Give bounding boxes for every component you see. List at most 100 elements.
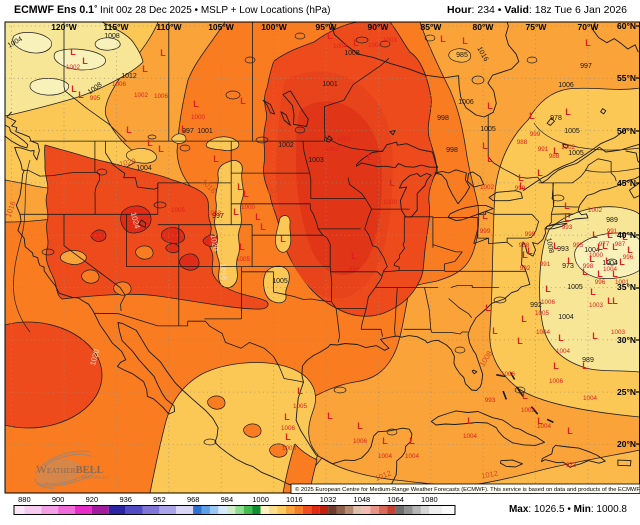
svg-text:50°N: 50°N xyxy=(617,126,636,136)
svg-text:978: 978 xyxy=(550,115,562,122)
svg-text:1008: 1008 xyxy=(344,50,360,57)
svg-text:45°N: 45°N xyxy=(617,178,636,188)
svg-text:L: L xyxy=(193,99,199,109)
svg-text:988: 988 xyxy=(517,139,528,146)
svg-text:L: L xyxy=(181,124,187,134)
svg-text:1005: 1005 xyxy=(236,256,251,263)
svg-text:1024: 1024 xyxy=(129,211,142,229)
svg-text:L: L xyxy=(558,333,564,343)
svg-text:25°N: 25°N xyxy=(617,387,636,397)
svg-text:988: 988 xyxy=(549,153,560,160)
svg-text:996: 996 xyxy=(595,279,606,286)
svg-text:L: L xyxy=(612,242,618,252)
svg-text:1001: 1001 xyxy=(322,81,338,88)
svg-text:L: L xyxy=(619,257,625,267)
svg-text:L: L xyxy=(487,101,493,111)
svg-text:L: L xyxy=(607,230,613,240)
svg-text:L: L xyxy=(567,256,573,266)
svg-text:1002: 1002 xyxy=(561,144,576,151)
svg-text:1006: 1006 xyxy=(458,99,474,106)
svg-text:1000: 1000 xyxy=(383,199,398,206)
svg-text:1016: 1016 xyxy=(218,263,228,280)
svg-text:L: L xyxy=(285,432,291,442)
svg-text:1000: 1000 xyxy=(252,495,269,504)
svg-text:1006: 1006 xyxy=(112,81,127,88)
svg-text:L: L xyxy=(239,242,245,252)
svg-text:L: L xyxy=(517,336,523,346)
svg-text:L: L xyxy=(597,269,603,279)
svg-text:L: L xyxy=(589,254,595,264)
svg-text:1004: 1004 xyxy=(368,42,383,49)
svg-text:1005: 1005 xyxy=(171,207,186,214)
svg-text:L: L xyxy=(78,90,84,100)
svg-text:L: L xyxy=(482,211,488,221)
svg-text:999: 999 xyxy=(515,185,526,192)
svg-text:L: L xyxy=(519,181,525,191)
svg-text:L: L xyxy=(389,178,395,188)
svg-text:920: 920 xyxy=(86,495,99,504)
svg-text:L: L xyxy=(553,146,559,156)
svg-text:900: 900 xyxy=(52,495,65,504)
svg-text:L: L xyxy=(590,287,596,297)
svg-text:998: 998 xyxy=(446,147,458,154)
svg-text:1004: 1004 xyxy=(537,423,552,430)
svg-text:100°W: 100°W xyxy=(261,22,288,32)
svg-text:L: L xyxy=(280,234,286,244)
svg-text:70°W: 70°W xyxy=(578,22,600,32)
svg-text:L: L xyxy=(585,38,591,48)
svg-text:L: L xyxy=(409,436,415,446)
svg-text:L: L xyxy=(482,141,488,151)
svg-text:994: 994 xyxy=(349,266,360,273)
svg-text:1003: 1003 xyxy=(207,210,222,217)
svg-text:1003: 1003 xyxy=(308,157,324,164)
svg-text:1006: 1006 xyxy=(353,438,368,445)
svg-text:988: 988 xyxy=(519,242,530,249)
svg-text:L: L xyxy=(529,111,535,121)
svg-text:1001: 1001 xyxy=(615,279,630,286)
svg-text:1003: 1003 xyxy=(337,136,352,143)
svg-text:985: 985 xyxy=(456,52,468,59)
svg-text:40°N: 40°N xyxy=(617,230,636,240)
svg-text:997: 997 xyxy=(580,63,592,70)
svg-text:993: 993 xyxy=(485,397,496,404)
svg-text:984: 984 xyxy=(221,495,234,504)
svg-text:L: L xyxy=(627,245,633,255)
svg-text:L: L xyxy=(522,250,528,260)
svg-text:90°W: 90°W xyxy=(368,22,390,32)
svg-text:L: L xyxy=(522,391,528,401)
svg-text:L: L xyxy=(582,361,588,371)
svg-text:85°W: 85°W xyxy=(421,22,443,32)
svg-text:993: 993 xyxy=(562,224,573,231)
svg-text:1020: 1020 xyxy=(118,156,136,168)
svg-text:1005: 1005 xyxy=(480,126,496,133)
svg-text:L: L xyxy=(353,38,359,48)
svg-text:L: L xyxy=(82,56,88,66)
svg-text:30°N: 30°N xyxy=(617,335,636,345)
svg-text:1002: 1002 xyxy=(278,142,294,149)
svg-text:L: L xyxy=(382,436,388,446)
svg-text:L: L xyxy=(605,256,611,266)
svg-text:Max: 1026.5 • Min: 1000.8: Max: 1026.5 • Min: 1000.8 xyxy=(509,504,627,515)
svg-text:L: L xyxy=(521,314,527,324)
svg-text:L: L xyxy=(351,251,357,261)
svg-text:1003: 1003 xyxy=(383,37,398,44)
svg-text:L: L xyxy=(567,426,573,436)
svg-text:1008: 1008 xyxy=(104,33,120,40)
svg-text:1001: 1001 xyxy=(197,128,213,135)
svg-text:1004: 1004 xyxy=(602,260,618,267)
svg-text:968: 968 xyxy=(187,495,200,504)
svg-text:75°W: 75°W xyxy=(526,22,548,32)
svg-text:999: 999 xyxy=(530,131,541,138)
svg-text:L: L xyxy=(492,326,498,336)
svg-text:1005: 1005 xyxy=(293,403,308,410)
svg-text:20°N: 20°N xyxy=(617,439,636,449)
svg-text:L: L xyxy=(297,386,303,396)
svg-text:L: L xyxy=(126,125,132,135)
svg-text:L: L xyxy=(612,269,618,279)
svg-text:L: L xyxy=(564,213,570,223)
svg-text:989: 989 xyxy=(606,217,618,224)
svg-text:1020: 1020 xyxy=(209,234,221,252)
svg-text:WEATHERBELL: WEATHERBELL xyxy=(36,464,104,476)
svg-text:L: L xyxy=(602,241,608,251)
svg-text:L: L xyxy=(440,34,446,44)
